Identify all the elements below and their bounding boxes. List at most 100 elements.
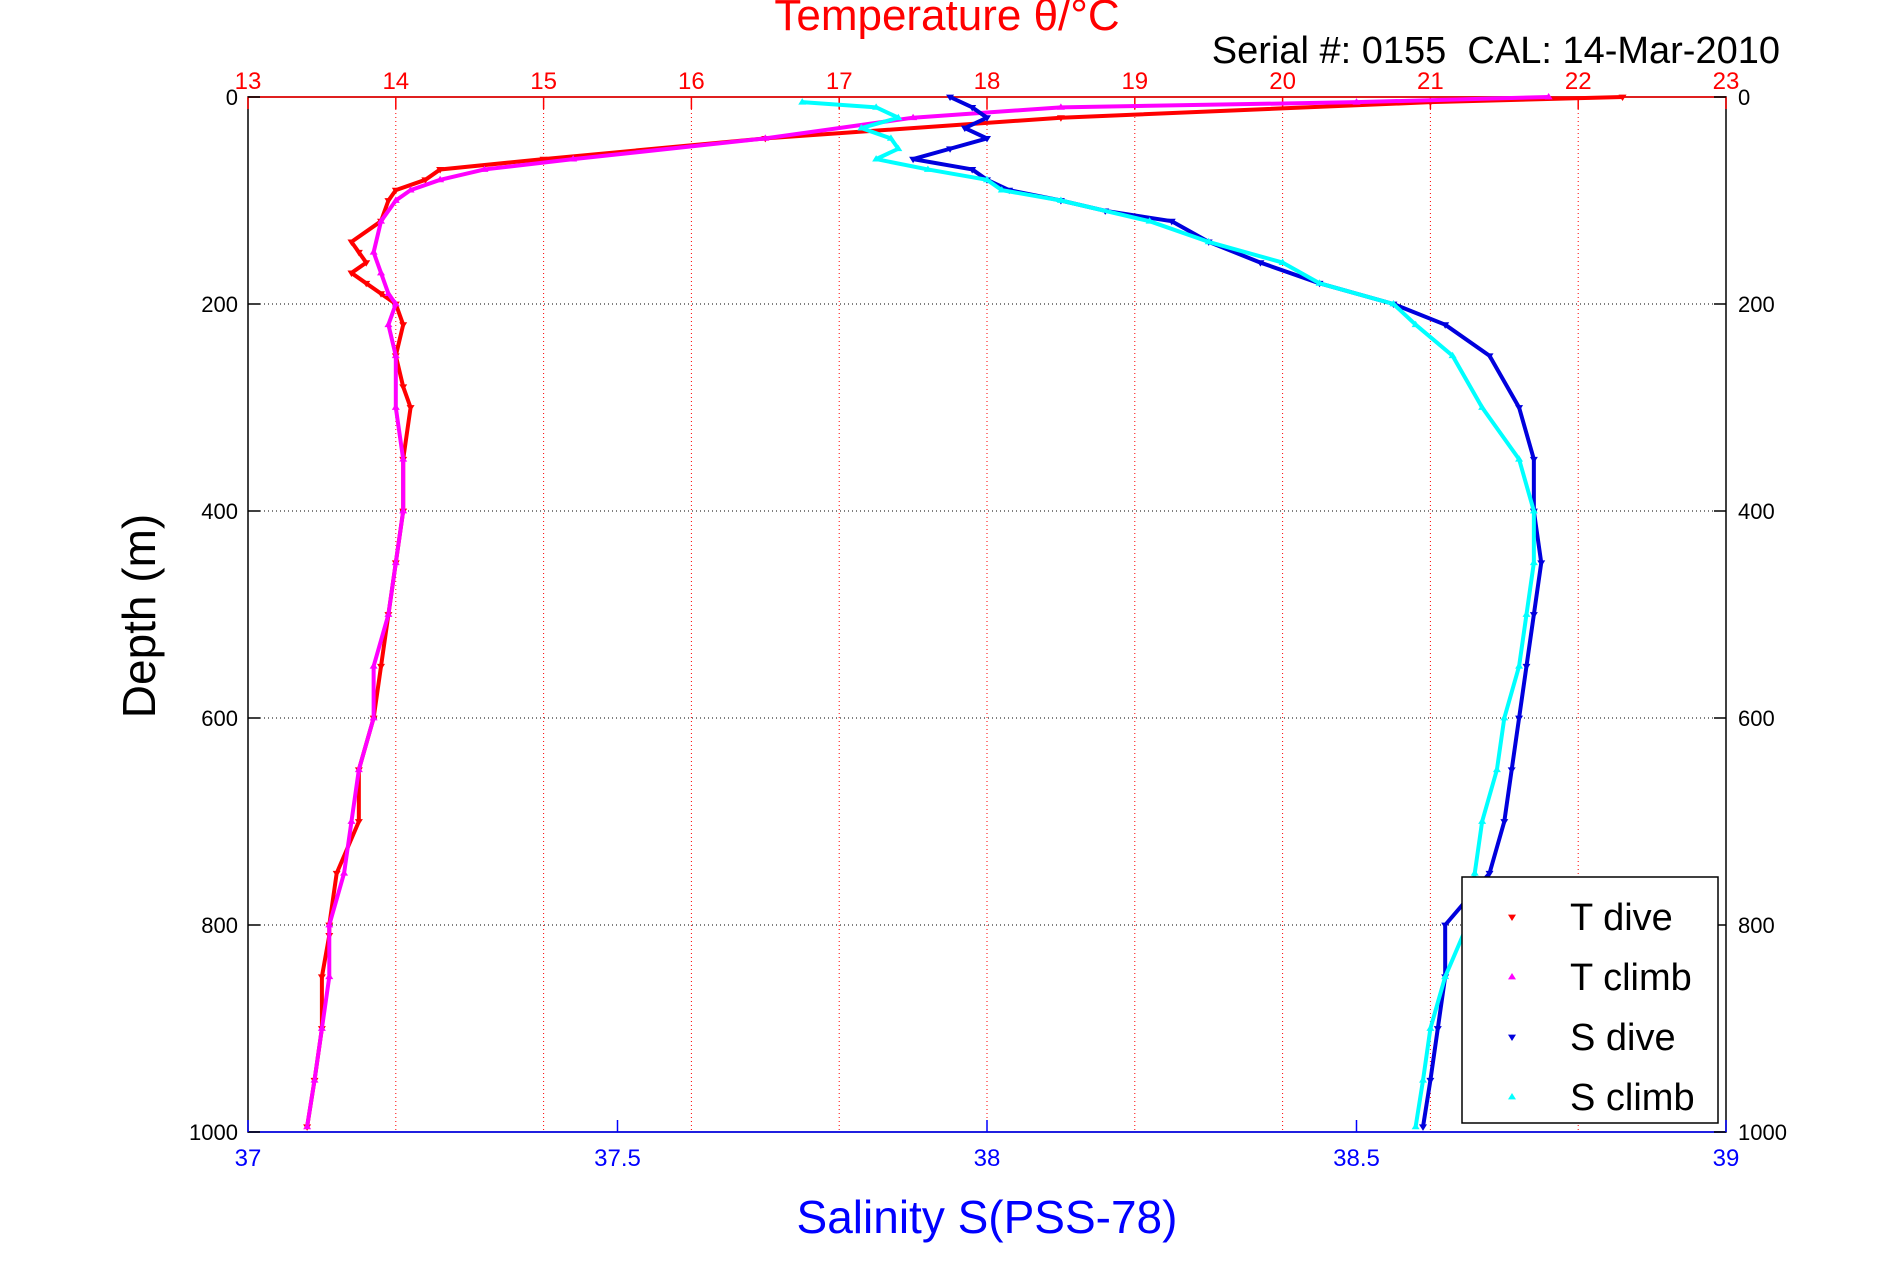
tick-label-depth-right: 0 bbox=[1738, 85, 1750, 110]
data-point bbox=[1529, 456, 1538, 464]
data-point bbox=[1500, 819, 1509, 826]
data-point bbox=[894, 113, 903, 121]
data-point bbox=[1145, 217, 1154, 224]
y-axis-title: Depth (m) bbox=[113, 514, 165, 718]
data-point bbox=[1411, 1122, 1420, 1130]
data-point bbox=[968, 167, 977, 174]
tick-label-temperature: 14 bbox=[382, 68, 409, 95]
data-point bbox=[1056, 115, 1065, 122]
data-point bbox=[391, 351, 400, 359]
data-point bbox=[406, 186, 415, 193]
legend-label: T dive bbox=[1570, 897, 1673, 939]
data-point bbox=[1529, 558, 1538, 566]
data-point bbox=[1389, 300, 1398, 307]
tick-label-depth-right: 600 bbox=[1738, 706, 1775, 731]
data-point bbox=[1352, 98, 1361, 105]
legend-label: T climb bbox=[1570, 957, 1692, 999]
data-point bbox=[983, 136, 991, 143]
data-point bbox=[1515, 405, 1524, 412]
data-point bbox=[872, 103, 881, 110]
tick-label-temperature: 13 bbox=[235, 68, 262, 95]
data-point bbox=[325, 972, 334, 980]
data-point bbox=[1537, 560, 1546, 567]
data-point bbox=[362, 260, 371, 267]
tick-label-depth-left: 1000 bbox=[189, 1120, 238, 1145]
series-s-dive bbox=[909, 94, 1546, 1131]
tick-label-depth-left: 0 bbox=[226, 85, 238, 110]
data-point bbox=[1256, 260, 1265, 267]
data-point bbox=[1515, 455, 1524, 462]
legend-marker bbox=[1508, 1093, 1516, 1100]
data-point bbox=[354, 765, 363, 773]
data-point bbox=[1419, 1124, 1428, 1131]
data-point bbox=[872, 155, 881, 162]
legend: T dive T climb S dive S climb bbox=[1461, 876, 1719, 1124]
data-point bbox=[347, 817, 356, 824]
legend-box bbox=[1461, 876, 1719, 1124]
data-point bbox=[347, 239, 356, 246]
data-point bbox=[1478, 403, 1487, 410]
data-point bbox=[391, 403, 400, 410]
data-point bbox=[1426, 1077, 1435, 1085]
data-point bbox=[384, 198, 393, 205]
data-point bbox=[1167, 218, 1176, 226]
tick-label-depth-right: 800 bbox=[1738, 913, 1775, 938]
tick-label-temperature: 23 bbox=[1713, 68, 1740, 95]
data-point bbox=[369, 248, 378, 255]
tick-label-depth-left: 400 bbox=[201, 499, 238, 524]
data-point bbox=[798, 98, 807, 105]
legend-marker bbox=[1508, 914, 1516, 921]
data-point bbox=[399, 384, 408, 391]
data-point bbox=[946, 146, 955, 153]
data-point bbox=[384, 320, 393, 328]
data-point bbox=[960, 125, 969, 133]
data-point bbox=[303, 1122, 312, 1130]
data-point bbox=[1507, 767, 1516, 774]
data-point bbox=[354, 819, 363, 826]
data-point bbox=[391, 187, 400, 195]
data-point bbox=[1426, 1024, 1435, 1031]
data-point bbox=[946, 94, 955, 101]
data-point bbox=[1522, 610, 1531, 617]
data-point bbox=[968, 104, 977, 112]
data-point bbox=[1500, 714, 1509, 721]
data-point bbox=[436, 175, 445, 183]
data-point bbox=[317, 974, 326, 981]
data-point bbox=[1419, 1076, 1428, 1083]
data-point bbox=[857, 124, 866, 131]
data-point bbox=[480, 165, 489, 172]
data-point bbox=[909, 113, 918, 121]
data-point bbox=[1529, 507, 1538, 514]
data-point bbox=[1544, 93, 1553, 100]
data-point bbox=[1315, 279, 1324, 286]
data-point bbox=[1204, 237, 1213, 245]
data-point bbox=[1470, 869, 1479, 876]
data-point bbox=[369, 714, 378, 721]
data-point bbox=[325, 921, 334, 928]
legend-label: S climb bbox=[1570, 1077, 1695, 1119]
tick-label-depth-left: 200 bbox=[201, 292, 238, 317]
tick-label-temperature: 21 bbox=[1417, 68, 1444, 95]
series-profile-line bbox=[802, 100, 1536, 1128]
tick-label-depth-left: 600 bbox=[201, 706, 238, 731]
data-point bbox=[377, 291, 386, 298]
tick-label-depth-right: 200 bbox=[1738, 292, 1775, 317]
data-point bbox=[1433, 1026, 1442, 1033]
tick-label-salinity: 38 bbox=[974, 1145, 1001, 1172]
series-s-climb bbox=[798, 98, 1538, 1130]
data-point bbox=[391, 300, 400, 307]
data-point bbox=[886, 134, 895, 141]
data-point bbox=[406, 405, 415, 412]
data-point bbox=[1441, 922, 1450, 929]
data-point bbox=[761, 134, 770, 141]
legend-marker bbox=[1508, 1034, 1516, 1041]
series-profile-line bbox=[305, 95, 1623, 1128]
data-point bbox=[399, 507, 408, 514]
data-point bbox=[399, 455, 408, 462]
data-point bbox=[923, 165, 932, 172]
tick-label-salinity: 39 bbox=[1713, 1145, 1740, 1172]
data-point bbox=[1522, 663, 1531, 671]
data-point bbox=[384, 289, 393, 297]
data-point bbox=[1441, 322, 1450, 329]
tick-label-depth-right: 400 bbox=[1738, 499, 1775, 524]
